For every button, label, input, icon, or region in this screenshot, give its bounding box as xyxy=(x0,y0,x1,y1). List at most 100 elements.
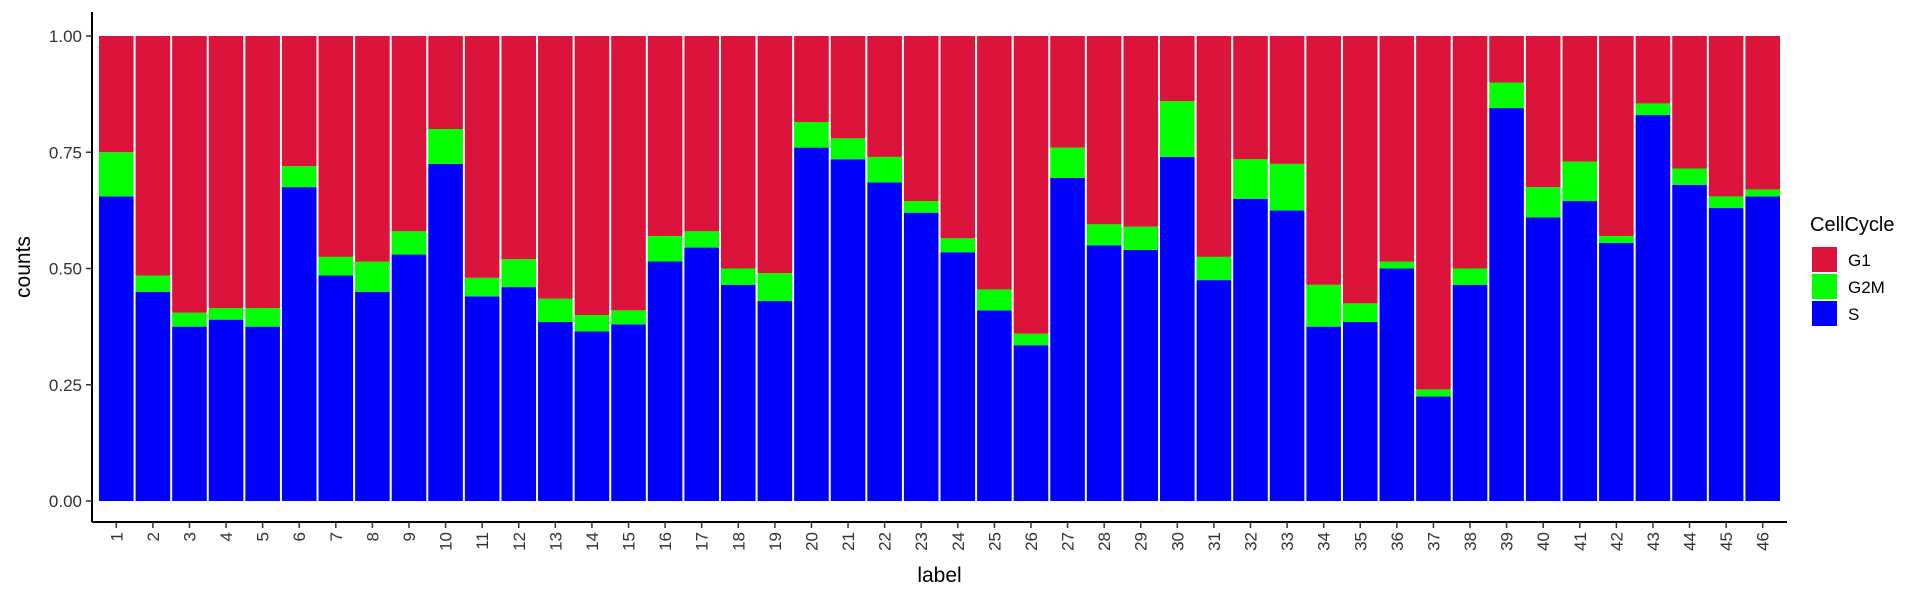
bar-segment-s-20 xyxy=(794,147,829,501)
bar-segment-g1-32 xyxy=(1233,36,1268,160)
bar-segment-s-27 xyxy=(1050,177,1085,501)
bar-segment-g1-29 xyxy=(1123,36,1159,227)
x-tick-label: 19 xyxy=(766,532,785,551)
bar-segment-g1-2 xyxy=(135,36,171,276)
bar-segment-s-17 xyxy=(684,247,719,501)
bar-segment-g2m-39 xyxy=(1489,82,1524,109)
bar-segment-g2m-46 xyxy=(1745,189,1780,197)
y-axis-title: counts xyxy=(12,236,35,298)
bar-segment-g2m-37 xyxy=(1416,389,1451,397)
x-tick-label: 31 xyxy=(1205,532,1224,551)
x-tick-label: 1 xyxy=(107,532,126,541)
bar-segment-g1-22 xyxy=(867,36,902,157)
bar-segment-s-34 xyxy=(1306,326,1341,502)
x-tick-label: 4 xyxy=(217,532,236,541)
bar-segment-g1-26 xyxy=(1013,36,1049,334)
bar-segment-s-44 xyxy=(1672,184,1707,502)
x-tick-label: 25 xyxy=(985,532,1004,551)
x-tick-label: 44 xyxy=(1681,532,1700,551)
x-tick-label: 35 xyxy=(1351,532,1370,551)
bar-segment-g1-43 xyxy=(1635,36,1671,104)
bar-segment-g2m-24 xyxy=(940,238,976,253)
x-tick-label: 18 xyxy=(729,532,748,551)
bar-segment-g2m-28 xyxy=(1086,224,1122,246)
bar-segment-g2m-18 xyxy=(720,268,756,285)
x-tick-label: 6 xyxy=(290,532,309,541)
bar-segment-s-28 xyxy=(1086,245,1122,501)
bar-segment-g2m-22 xyxy=(867,156,902,183)
bar-segment-s-13 xyxy=(538,321,573,501)
x-tick-label: 34 xyxy=(1315,532,1334,551)
bar-segment-g2m-45 xyxy=(1708,196,1744,209)
bar-segment-s-46 xyxy=(1745,196,1780,501)
bar-segment-s-25 xyxy=(977,310,1012,501)
bar-segment-s-37 xyxy=(1416,396,1451,502)
bar-segment-g2m-36 xyxy=(1379,261,1415,269)
bar-segment-g2m-4 xyxy=(208,308,244,320)
x-tick-label: 20 xyxy=(802,532,821,551)
x-tick-label: 41 xyxy=(1571,532,1590,551)
x-tick-label: 26 xyxy=(1022,532,1041,551)
bar-segment-g1-39 xyxy=(1489,36,1524,83)
x-tick-label: 30 xyxy=(1168,532,1187,551)
bar-segment-s-11 xyxy=(464,296,500,501)
y-tick-label: 1.00 xyxy=(49,27,82,46)
x-tick-label: 3 xyxy=(180,532,199,541)
bar-segment-g1-7 xyxy=(318,36,354,257)
bar-segment-s-38 xyxy=(1452,284,1488,501)
x-tick-label: 13 xyxy=(546,532,565,551)
bars-layer xyxy=(99,36,1780,502)
bar-segment-g1-25 xyxy=(977,36,1012,290)
bar-segment-g2m-38 xyxy=(1452,268,1488,285)
bar-segment-s-22 xyxy=(867,182,902,501)
bar-segment-g1-5 xyxy=(245,36,280,309)
bar-segment-g2m-17 xyxy=(684,231,719,248)
bar-segment-g2m-30 xyxy=(1160,101,1195,157)
legend-label-g2m: G2M xyxy=(1848,278,1885,297)
x-tick-label: 39 xyxy=(1498,532,1517,551)
x-tick-label: 42 xyxy=(1607,532,1626,551)
bar-segment-s-19 xyxy=(757,301,793,501)
bar-segment-g1-4 xyxy=(208,36,244,309)
x-tick-label: 27 xyxy=(1059,532,1078,551)
x-tick-label: 5 xyxy=(254,532,273,541)
bar-segment-s-32 xyxy=(1233,198,1268,501)
bar-segment-g2m-8 xyxy=(355,261,390,292)
bar-segment-s-41 xyxy=(1562,201,1598,501)
bar-segment-g2m-11 xyxy=(464,277,500,297)
bar-segment-g1-45 xyxy=(1708,36,1744,197)
bar-segment-g2m-25 xyxy=(977,289,1012,311)
bar-segment-s-9 xyxy=(391,254,427,501)
legend-swatch-s xyxy=(1812,301,1837,326)
bar-segment-g2m-32 xyxy=(1233,159,1268,199)
x-tick-label: 11 xyxy=(473,532,492,550)
x-axis: 1 2 3 4 5 6 7 8 9 10 11 12 13 14 15 16 17 18 19 20 21 22 23 24 2… xyxy=(92,521,1787,551)
x-tick-label: 43 xyxy=(1644,532,1663,551)
x-tick-label: 10 xyxy=(437,532,456,551)
x-tick-label: 46 xyxy=(1754,532,1773,551)
bar-segment-g1-12 xyxy=(501,36,537,260)
bar-segment-g2m-13 xyxy=(538,298,573,322)
bar-segment-g1-34 xyxy=(1306,36,1341,285)
x-tick-label: 17 xyxy=(693,532,712,551)
bar-segment-g2m-41 xyxy=(1562,161,1598,202)
bar-segment-g2m-33 xyxy=(1269,163,1305,211)
bar-segment-g2m-40 xyxy=(1525,187,1561,218)
bar-segment-s-3 xyxy=(172,326,207,502)
x-tick-label: 24 xyxy=(949,532,968,551)
bar-segment-g1-13 xyxy=(538,36,573,299)
bar-segment-g2m-27 xyxy=(1050,147,1085,178)
bar-segment-g2m-6 xyxy=(281,166,317,188)
bar-segment-s-31 xyxy=(1196,280,1232,502)
bar-segment-s-21 xyxy=(830,159,866,502)
bar-segment-g2m-43 xyxy=(1635,103,1671,116)
bar-segment-g2m-20 xyxy=(794,122,829,148)
bar-segment-g1-24 xyxy=(940,36,976,239)
bar-segment-s-29 xyxy=(1123,249,1159,501)
bar-segment-s-36 xyxy=(1379,268,1415,501)
x-tick-label: 7 xyxy=(327,532,346,541)
x-tick-label: 12 xyxy=(510,532,529,551)
bar-segment-s-35 xyxy=(1342,321,1378,501)
bar-segment-s-23 xyxy=(903,212,939,501)
